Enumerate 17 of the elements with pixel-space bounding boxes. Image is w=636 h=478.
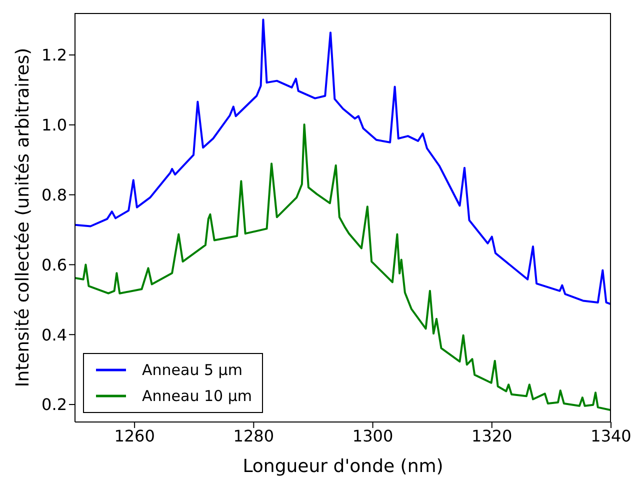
- x-tick-label: 1300: [352, 426, 394, 446]
- y-tick-label: 1.0: [42, 116, 67, 135]
- y-tick-label: 1.2: [42, 46, 67, 65]
- x-tick-label: 1260: [114, 426, 155, 446]
- x-tick-label: 1320: [472, 426, 512, 446]
- y-tick-label: 0.8: [42, 185, 67, 204]
- legend-label: Anneau 5 μm: [142, 361, 242, 379]
- x-tick-label: 1280: [233, 426, 274, 446]
- line-series: [75, 18, 611, 306]
- x-axis-title: Longueur d'onde (nm): [242, 456, 444, 477]
- y-tick-label: 0.2: [42, 395, 67, 414]
- y-axis-title: Intensité collectée (unités arbitraires): [12, 48, 34, 388]
- y-tick-label: 0.6: [42, 255, 67, 274]
- x-tick-label: 1340: [590, 426, 632, 446]
- line-series: [75, 124, 611, 412]
- legend-label: Anneau 10 μm: [142, 387, 252, 405]
- y-tick-label: 0.4: [42, 325, 67, 344]
